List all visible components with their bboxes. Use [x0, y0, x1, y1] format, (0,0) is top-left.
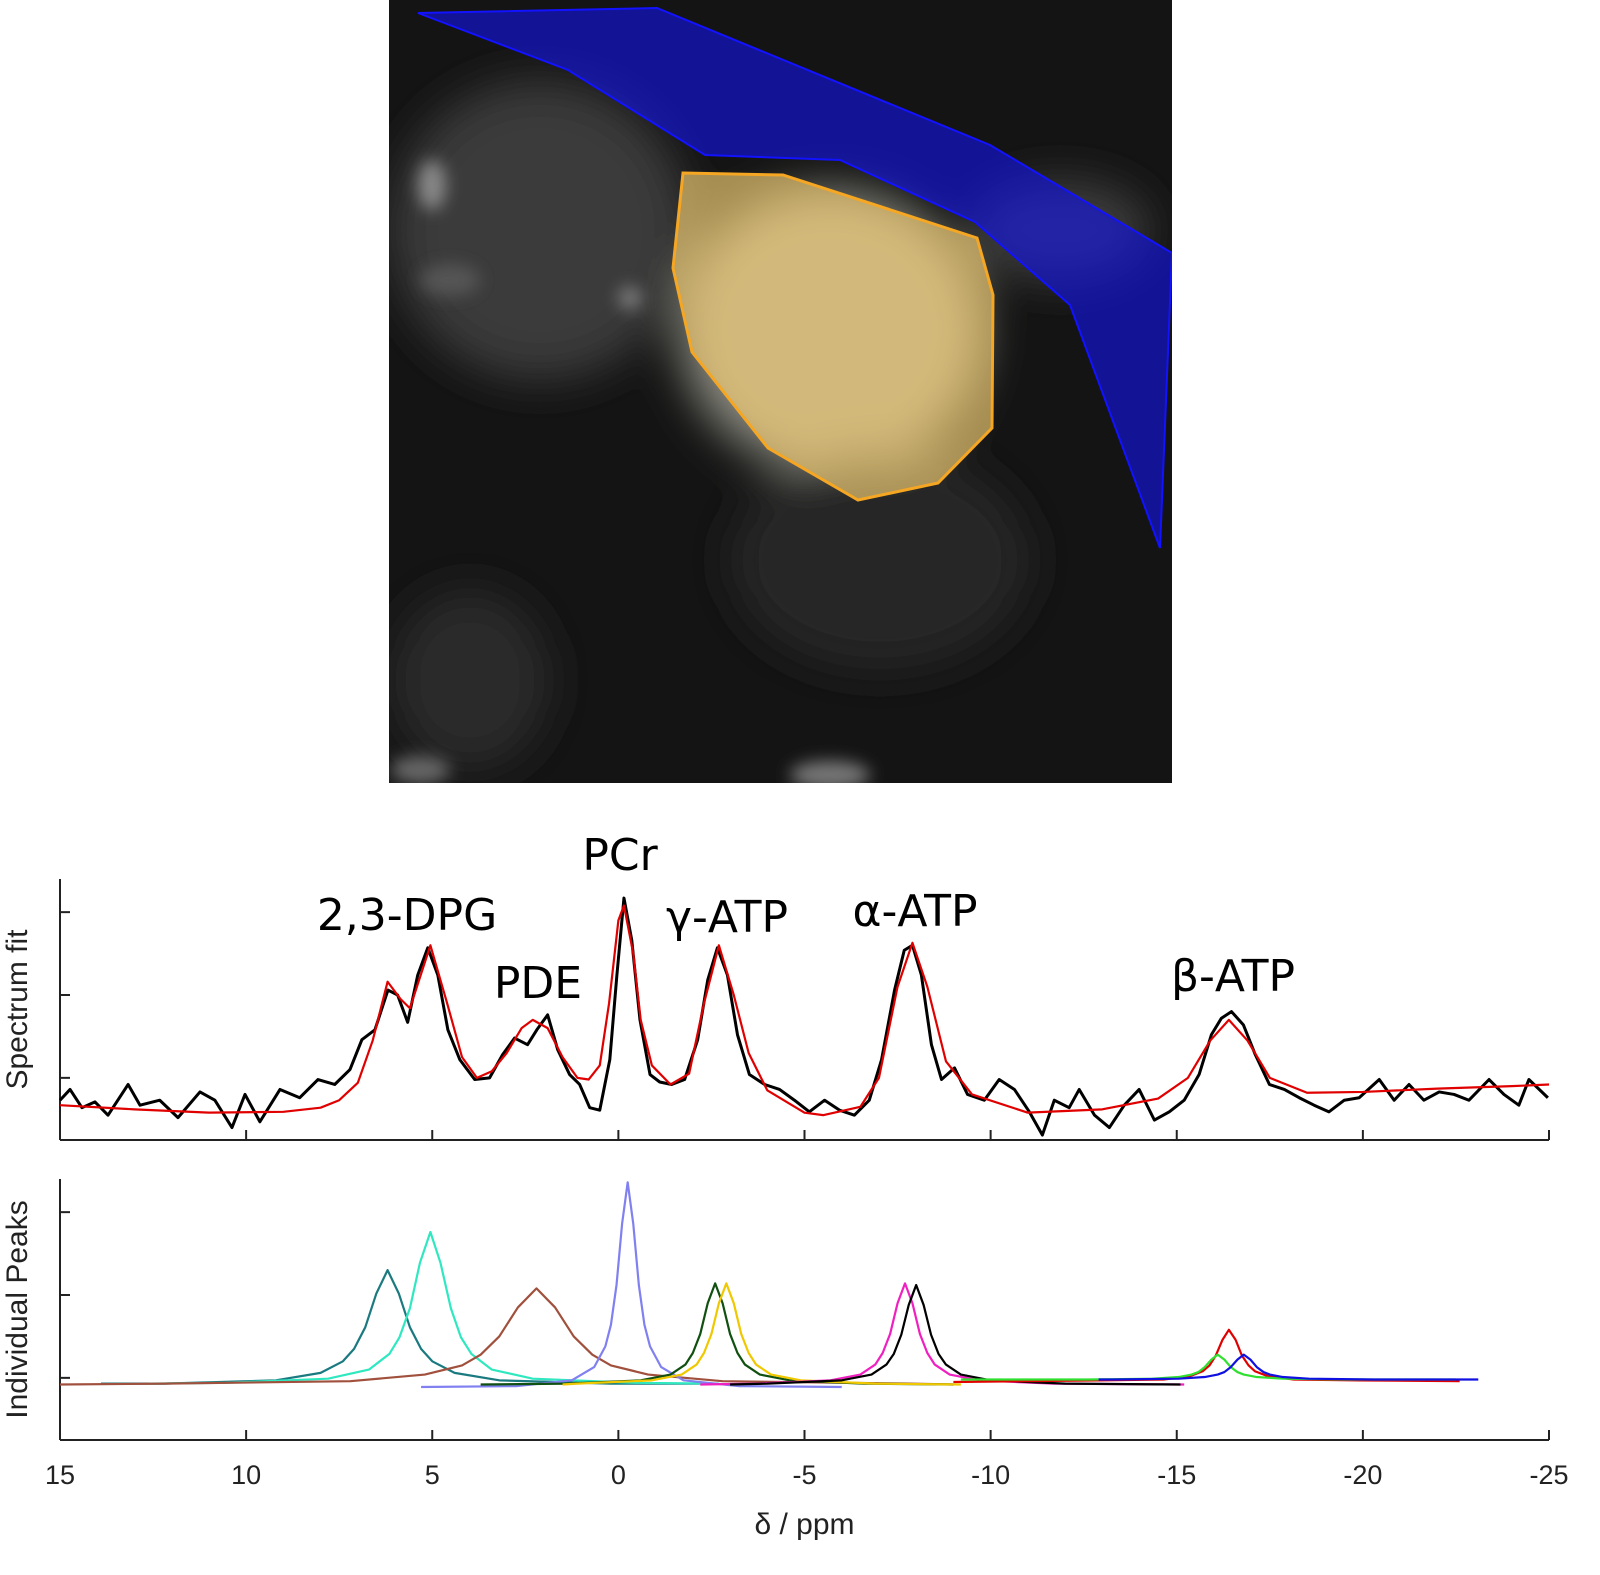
peak-label: PDE — [494, 958, 582, 1009]
spectrum-line — [100, 1269, 712, 1385]
y-axis-label: Individual Peaks — [1, 1200, 34, 1418]
x-tick-label: -5 — [792, 1460, 816, 1490]
spectrum-line — [1098, 1353, 1479, 1381]
spectrum-line — [59, 904, 1550, 1117]
x-tick-label: 10 — [231, 1460, 261, 1490]
spectrum-line — [59, 1287, 954, 1386]
x-tick-label: -25 — [1529, 1460, 1568, 1490]
x-tick-label: 5 — [425, 1460, 440, 1490]
spectrum-line — [953, 1328, 1460, 1384]
peak-label: PCr — [582, 830, 658, 881]
peak-label: α-ATP — [853, 886, 978, 937]
x-tick-label: -20 — [1343, 1460, 1382, 1490]
annotations: 2,3-DPG PDE PCr γ-ATP α-ATP β-ATP — [317, 830, 1295, 1009]
peak-label: β-ATP — [1171, 951, 1295, 1002]
spectrum-line — [58, 896, 1549, 1137]
spectrum-line — [960, 1353, 1456, 1381]
x-tick-label: 0 — [611, 1460, 626, 1490]
spectrum-line — [480, 1282, 954, 1386]
spectrum-line — [421, 1181, 842, 1389]
spectrum-line — [562, 1282, 961, 1386]
x-tick-label: -10 — [971, 1460, 1010, 1490]
spectrum-line — [149, 1230, 719, 1385]
spectrum-line — [700, 1282, 1185, 1386]
peak-label: 2,3-DPG — [317, 890, 497, 941]
x-tick-label: -15 — [1157, 1460, 1196, 1490]
y-axis-label: Spectrum fit — [1, 929, 34, 1090]
peak-label: γ-ATP — [666, 892, 788, 943]
x-axis-label: δ / ppm — [754, 1508, 854, 1541]
blood-roi — [417, 6, 1172, 549]
myocardium-roi — [671, 171, 995, 502]
x-tick-label: 15 — [45, 1460, 75, 1490]
mri-image — [389, 0, 1172, 783]
spectrum-line — [730, 1283, 1181, 1386]
